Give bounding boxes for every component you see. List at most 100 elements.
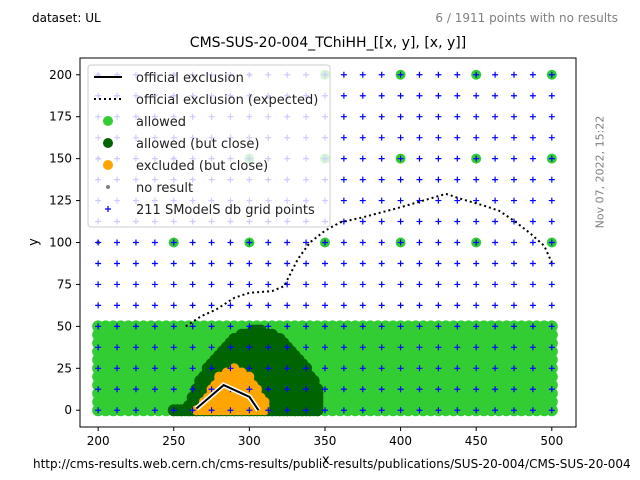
allowed-close-point xyxy=(311,383,324,396)
grid-point xyxy=(114,323,121,330)
grid-point xyxy=(321,386,328,393)
grid-point xyxy=(359,302,366,309)
grid-point xyxy=(265,281,272,288)
grid-point xyxy=(548,323,555,330)
grid-point xyxy=(397,365,404,372)
grid-point xyxy=(284,260,291,267)
grid-point xyxy=(132,281,139,288)
grid-point xyxy=(492,386,499,393)
grid-point xyxy=(359,365,366,372)
grid-point xyxy=(397,386,404,393)
grid-point xyxy=(189,239,196,246)
grid-point xyxy=(246,239,253,246)
grid-point xyxy=(473,344,480,351)
grid-point xyxy=(529,92,536,99)
grid-point xyxy=(321,239,328,246)
grid-point xyxy=(473,407,480,414)
grid-point xyxy=(227,260,234,267)
grid-point xyxy=(284,365,291,372)
grid-point xyxy=(435,155,442,162)
grid-point xyxy=(208,344,215,351)
legend-swatch-no-result xyxy=(106,185,110,189)
grid-point xyxy=(548,281,555,288)
grid-point xyxy=(246,260,253,267)
grid-point xyxy=(265,323,272,330)
grid-point xyxy=(321,281,328,288)
grid-point xyxy=(529,239,536,246)
grid-point xyxy=(511,344,517,351)
grid-point xyxy=(492,323,499,330)
grid-point xyxy=(359,344,366,351)
grid-point xyxy=(529,386,536,393)
grid-point xyxy=(303,386,310,393)
grid-point xyxy=(189,407,196,414)
grid-point xyxy=(548,218,555,225)
grid-point xyxy=(511,281,517,288)
grid-point xyxy=(246,323,253,330)
grid-point xyxy=(435,344,442,351)
grid-point xyxy=(435,113,442,120)
grid-point xyxy=(208,302,215,309)
grid-point xyxy=(435,365,442,372)
legend-label: 211 SModelS db grid points xyxy=(136,203,315,218)
chart-title: CMS-SUS-20-004_TChiHH_[[x, y], [x, y]] xyxy=(189,35,467,51)
source-url: http://cms-results.web.cern.ch/cms-resul… xyxy=(33,457,631,471)
grid-point xyxy=(265,302,272,309)
grid-point xyxy=(435,323,442,330)
grid-point xyxy=(435,71,442,78)
grid-point xyxy=(340,323,347,330)
grid-point xyxy=(378,407,385,414)
grid-point xyxy=(473,239,480,246)
grid-point xyxy=(340,197,347,204)
allowed-point xyxy=(545,387,558,400)
grid-point xyxy=(208,260,215,267)
grid-point xyxy=(397,260,404,267)
grid-point xyxy=(378,386,385,393)
grid-point xyxy=(454,197,461,204)
grid-point xyxy=(359,407,366,414)
grid-point xyxy=(208,281,215,288)
legend-swatch-excluded-close xyxy=(103,160,113,170)
grid-point xyxy=(454,386,461,393)
grid-point xyxy=(454,239,461,246)
grid-point xyxy=(170,302,177,309)
grid-point xyxy=(511,134,517,141)
grid-point xyxy=(95,281,102,288)
grid-point xyxy=(454,113,461,120)
grid-point xyxy=(378,302,385,309)
grid-point xyxy=(435,197,442,204)
grid-point xyxy=(114,407,121,414)
grid-point xyxy=(151,323,158,330)
grid-point xyxy=(284,386,291,393)
grid-point xyxy=(378,281,385,288)
grid-point xyxy=(303,365,310,372)
allowed-point xyxy=(545,353,558,366)
grid-point xyxy=(397,71,404,78)
grid-point xyxy=(548,386,555,393)
grid-point xyxy=(492,155,499,162)
grid-point xyxy=(454,344,461,351)
grid-point xyxy=(284,344,291,351)
grid-point xyxy=(378,155,385,162)
grid-point xyxy=(359,323,366,330)
excluded-close-point xyxy=(244,371,255,382)
grid-point xyxy=(416,239,423,246)
grid-point xyxy=(511,239,517,246)
grid-point xyxy=(416,71,423,78)
grid-point xyxy=(511,260,517,267)
grid-point xyxy=(189,281,196,288)
grid-point xyxy=(548,71,555,78)
grid-point xyxy=(227,344,234,351)
grid-point xyxy=(416,260,423,267)
grid-point xyxy=(265,407,272,414)
grid-point xyxy=(454,302,461,309)
grid-point xyxy=(378,365,385,372)
grid-point xyxy=(492,407,499,414)
grid-point xyxy=(416,281,423,288)
grid-point xyxy=(473,386,480,393)
grid-point xyxy=(473,176,480,183)
grid-point xyxy=(492,218,499,225)
grid-point xyxy=(340,113,347,120)
grid-point xyxy=(511,197,517,204)
grid-point xyxy=(548,197,555,204)
